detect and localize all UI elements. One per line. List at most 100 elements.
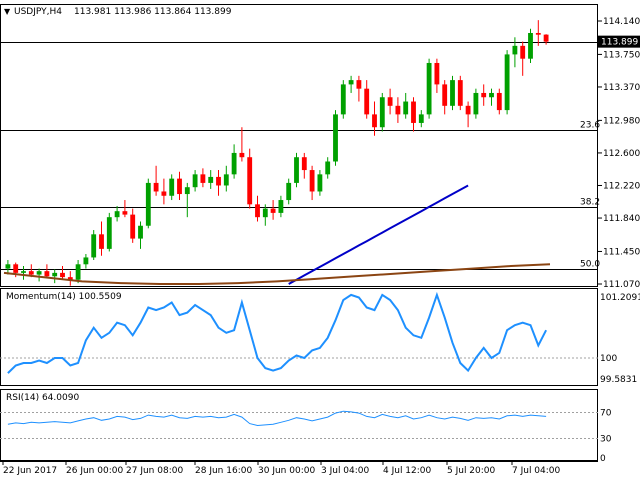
ma-slow-line — [3, 263, 551, 285]
candle-body — [52, 272, 58, 277]
candle-body — [177, 178, 182, 195]
candle-body — [387, 97, 393, 106]
rsi-line — [7, 410, 547, 427]
price-tick-label: 114.140 — [603, 17, 640, 27]
ohlc-readout: 113.981 113.986 113.864 113.899 — [74, 7, 232, 17]
time-tick-label: 5 Jul 20:00 — [447, 466, 496, 476]
time-tick-label: 28 Jun 16:00 — [195, 466, 252, 476]
price-tick-label: 111.070 — [603, 280, 640, 290]
candle-body — [457, 80, 463, 106]
candle-body — [403, 101, 409, 115]
horizontal-levels: 23.6 38.2 50.0 — [0, 42, 600, 270]
candle-body — [184, 187, 190, 195]
moving-averages — [3, 184, 551, 285]
candle-body — [138, 225, 143, 239]
price-tick-label: 111.840 — [603, 214, 640, 224]
candle-body — [340, 84, 346, 115]
momentum-tick-label: 101.2091 — [600, 293, 640, 303]
candle-body — [434, 62, 440, 85]
candle-body — [356, 80, 362, 89]
momentum-line — [7, 291, 547, 374]
symbol-title: USDJPY,H4 — [14, 7, 62, 17]
fib-label: 50.0 — [580, 260, 600, 270]
candle-body — [286, 182, 292, 201]
candle-body — [169, 178, 175, 196]
candle-body — [216, 176, 221, 186]
candle-body — [309, 170, 315, 192]
candle-body — [145, 182, 151, 226]
price-axis: 114.140 113.750 113.370 112.980 112.600 112.2… — [598, 17, 640, 290]
time-axis: 22 Jun 2017 26 Jun 00:00 27 Jun 08:00 28 Ju… — [2, 461, 561, 476]
candle-body — [60, 272, 65, 278]
candle-body — [106, 217, 112, 249]
candle-body — [278, 200, 284, 213]
price-tick-label: 112.980 — [603, 116, 640, 126]
candle-body — [44, 271, 50, 277]
main-panel-frame — [0, 4, 598, 287]
candle-body — [200, 174, 206, 183]
candle-body — [426, 62, 432, 115]
candle-body — [379, 97, 385, 128]
candle-body — [153, 182, 159, 192]
time-tick-label: 22 Jun 2017 — [3, 466, 57, 476]
price-tick-label: 113.370 — [603, 83, 640, 93]
rsi-tick-label: 0 — [600, 454, 606, 464]
candle-body — [114, 211, 120, 218]
price-tick-label: 112.220 — [603, 181, 640, 191]
candle-body — [395, 105, 401, 115]
time-tick-label: 27 Jun 08:00 — [126, 466, 183, 476]
candle-body — [411, 101, 416, 123]
fib-label: 38.2 — [580, 198, 600, 208]
candle-body — [130, 214, 136, 239]
candle-body — [192, 174, 198, 188]
ma-fast-line — [288, 184, 469, 285]
candles — [5, 20, 549, 286]
candle-body — [122, 211, 128, 215]
candle-body — [231, 152, 237, 175]
momentum-axis: 101.2091 100 99.5831 — [600, 293, 640, 385]
candle-body — [5, 264, 11, 269]
candle-body — [317, 174, 323, 192]
candle-body — [247, 157, 253, 205]
candle-body — [294, 157, 299, 183]
candle-body — [473, 92, 479, 115]
time-tick-label: 26 Jun 00:00 — [66, 466, 123, 476]
rsi-title: RSI(14) 64.0090 — [6, 393, 79, 403]
candle-body — [528, 32, 533, 59]
candle-body — [36, 271, 42, 275]
rsi-panel-frame — [0, 389, 598, 461]
candle-body — [239, 152, 245, 158]
candle-body — [535, 32, 541, 35]
momentum-panel-frame — [0, 288, 598, 386]
candle-body — [13, 264, 19, 273]
candle-body — [504, 54, 510, 111]
candle-body — [465, 105, 471, 115]
candle-body — [512, 45, 518, 55]
candle-body — [255, 204, 260, 218]
candle-body — [418, 114, 424, 123]
candle-body — [91, 234, 97, 258]
candle-body — [21, 271, 26, 273]
candle-body — [262, 208, 268, 218]
rsi-axis: 70 30 0 — [600, 409, 612, 465]
momentum-tick-label: 100 — [600, 354, 617, 364]
candle-body — [67, 277, 73, 280]
candle-body — [83, 257, 89, 265]
collapse-triangle-icon[interactable]: ▼ — [4, 7, 11, 16]
candle-body — [481, 92, 487, 98]
candle-body — [208, 176, 214, 183]
candle-body — [75, 264, 81, 280]
candle-body — [28, 271, 34, 275]
candle-body — [496, 92, 502, 111]
price-tick-label: 111.450 — [603, 247, 640, 257]
rsi-indicator — [0, 410, 598, 439]
time-tick-label: 3 Jul 04:00 — [321, 466, 370, 476]
candle-body — [442, 84, 448, 106]
rsi-tick-label: 70 — [600, 409, 612, 419]
fib-label: 23.6 — [580, 121, 600, 131]
candle-body — [348, 80, 354, 85]
current-price-label: 113.899 — [601, 38, 638, 48]
candle-body — [333, 114, 338, 162]
candle-body — [543, 34, 549, 42]
candle-body — [520, 45, 526, 59]
